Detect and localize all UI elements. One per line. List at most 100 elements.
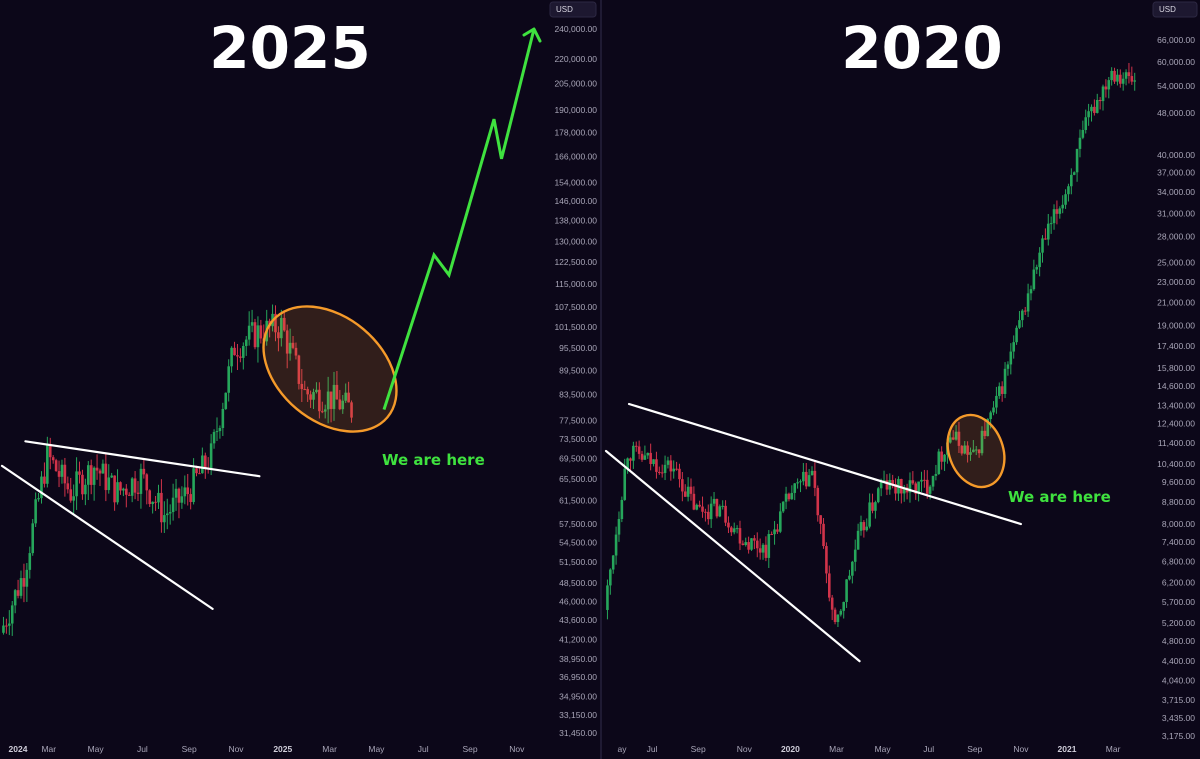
candle-body bbox=[1121, 78, 1125, 84]
candle-body bbox=[836, 614, 840, 623]
candle-body bbox=[865, 526, 869, 531]
candle-body bbox=[997, 386, 1001, 396]
candle-body bbox=[1124, 72, 1128, 79]
candle-body bbox=[931, 475, 935, 487]
candle-body bbox=[250, 322, 254, 326]
candle-body bbox=[285, 330, 289, 354]
candle-body bbox=[201, 455, 204, 474]
candle-body bbox=[816, 487, 820, 516]
x-tick-label: 2021 bbox=[1058, 744, 1077, 754]
candle-body bbox=[1095, 99, 1099, 113]
y-tick-label: 66,000.00 bbox=[1157, 35, 1195, 45]
x-tick-label: 2025 bbox=[273, 744, 292, 754]
candle-body bbox=[1046, 223, 1050, 240]
candle-body bbox=[614, 534, 618, 556]
candle-body bbox=[735, 528, 739, 530]
y-tick-label: 51,500.00 bbox=[559, 557, 597, 567]
candle-body bbox=[247, 325, 251, 340]
candle-body bbox=[1110, 70, 1113, 81]
candle-body bbox=[151, 501, 154, 505]
candle-body bbox=[908, 480, 912, 493]
candle-body bbox=[825, 546, 828, 574]
x-tick-label: Sep bbox=[967, 744, 982, 754]
candle-body bbox=[675, 468, 678, 470]
y-tick-label: 166,000.00 bbox=[554, 152, 597, 162]
candle-body bbox=[98, 470, 102, 474]
candle-body bbox=[983, 430, 987, 437]
x-tick-label: Sep bbox=[691, 744, 706, 754]
candle-body bbox=[274, 313, 277, 333]
right-currency-badge[interactable]: USD bbox=[1152, 1, 1198, 18]
candle-body bbox=[1081, 129, 1085, 138]
y-tick-label: 107,500.00 bbox=[554, 302, 597, 312]
candle-body bbox=[704, 511, 707, 513]
candle-body bbox=[326, 391, 330, 410]
candle-body bbox=[706, 511, 710, 520]
x-tick-label: May bbox=[875, 744, 892, 754]
candle-body bbox=[963, 445, 967, 454]
candle-body bbox=[634, 445, 638, 447]
candle-body bbox=[937, 451, 941, 475]
axes: 240,000.00 220,000.00 205,000.00 190,000.00… bbox=[9, 0, 1195, 759]
candle-body bbox=[244, 339, 248, 346]
y-tick-label: 4,400.00 bbox=[1162, 656, 1195, 666]
candle-body bbox=[1021, 310, 1024, 321]
candle-body bbox=[683, 491, 687, 497]
y-tick-label: 36,950.00 bbox=[559, 672, 597, 682]
left-currency-badge[interactable]: USD bbox=[549, 1, 597, 18]
candle-body bbox=[157, 492, 160, 503]
x-tick-label: 2024 bbox=[9, 744, 28, 754]
candle-body bbox=[180, 496, 184, 503]
y-tick-label: 15,800.00 bbox=[1157, 363, 1195, 373]
y-tick-label: 40,000.00 bbox=[1157, 150, 1195, 160]
x-tick-label: Sep bbox=[182, 744, 197, 754]
candle-body bbox=[347, 392, 350, 403]
candle-body bbox=[104, 463, 108, 491]
candle-body bbox=[116, 482, 119, 503]
left-currency-badge-box bbox=[549, 1, 597, 18]
candle-body bbox=[1026, 293, 1030, 312]
candle-body bbox=[277, 332, 280, 339]
candle-body bbox=[923, 479, 926, 481]
y-tick-label: 54,000.00 bbox=[1157, 81, 1195, 91]
candle-body bbox=[236, 355, 239, 357]
candle-body bbox=[1127, 72, 1131, 77]
candle-body bbox=[1012, 342, 1015, 352]
candle-body bbox=[227, 366, 230, 393]
candle-body bbox=[1067, 186, 1070, 195]
candle-body bbox=[790, 492, 794, 500]
candle-body bbox=[10, 605, 14, 624]
candle-body bbox=[344, 392, 347, 401]
candle-body bbox=[72, 496, 75, 501]
candle-body bbox=[721, 505, 724, 507]
candle-body bbox=[320, 411, 324, 413]
y-tick-label: 31,450.00 bbox=[559, 728, 597, 738]
y-tick-label: 4,040.00 bbox=[1162, 676, 1195, 686]
left-annotation-we-are-here: We are here bbox=[382, 451, 485, 469]
candle-body bbox=[154, 501, 157, 503]
y-tick-label: 23,000.00 bbox=[1157, 277, 1195, 287]
candle-body bbox=[862, 522, 866, 531]
y-tick-label: 95,500.00 bbox=[559, 343, 597, 353]
candle-body bbox=[1093, 106, 1096, 113]
candle-body bbox=[177, 488, 181, 503]
candle-body bbox=[282, 317, 286, 331]
candle-body bbox=[253, 322, 257, 348]
y-tick-label: 205,000.00 bbox=[554, 79, 597, 89]
candle-body bbox=[233, 347, 236, 356]
right-currency-label: USD bbox=[1159, 5, 1176, 14]
candle-body bbox=[672, 468, 676, 472]
candle-body bbox=[637, 446, 641, 454]
candle-body bbox=[784, 493, 788, 502]
candle-body bbox=[876, 488, 880, 503]
trendline-resistance bbox=[24, 440, 261, 478]
candle-body bbox=[779, 511, 782, 532]
x-tick-label: ay bbox=[618, 744, 628, 754]
candle-body bbox=[1000, 386, 1004, 394]
candle-body bbox=[63, 464, 67, 484]
candle-body bbox=[43, 476, 46, 484]
candle-body bbox=[681, 479, 684, 492]
candle-body bbox=[139, 468, 143, 494]
candle-body bbox=[8, 623, 11, 626]
y-tick-label: 115,000.00 bbox=[555, 279, 597, 289]
